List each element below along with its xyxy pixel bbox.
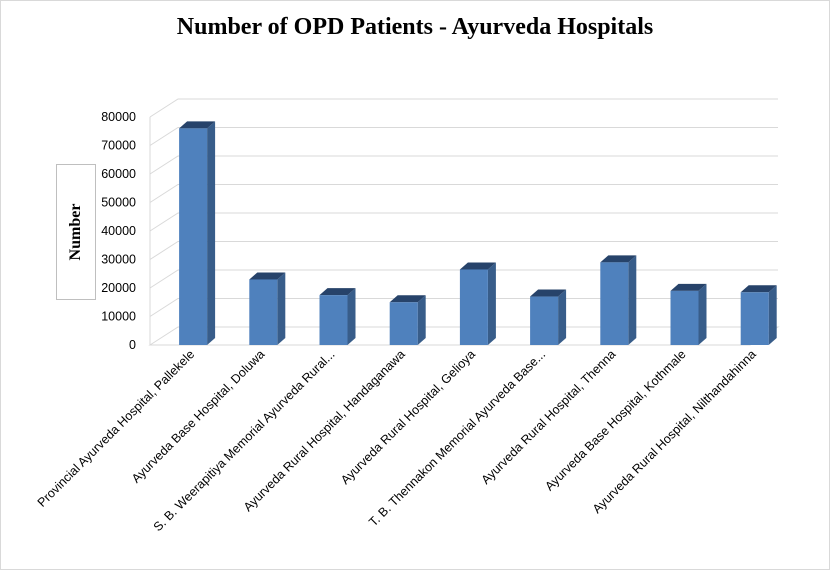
bar xyxy=(600,262,629,345)
y-tick-label: 20000 xyxy=(101,281,136,295)
bar-top xyxy=(600,255,637,263)
bar xyxy=(740,292,769,345)
bar xyxy=(249,279,278,345)
x-tick-label: Ayurveda Rural Hospital, Nilthandahinna xyxy=(590,347,759,516)
gridline xyxy=(149,298,778,317)
x-tick-label: Ayurveda Rural Hospital, Thenna xyxy=(479,347,619,487)
bar xyxy=(459,269,488,345)
gridline xyxy=(149,127,778,146)
x-tick-label: Ayurveda Rural Hospital, Handaganawa xyxy=(241,347,408,514)
gridline xyxy=(149,184,778,203)
y-axis-label-box: Number xyxy=(56,164,96,300)
bar-top xyxy=(319,288,356,296)
bar xyxy=(319,295,348,345)
x-tick-label: Ayurveda Base Hospital, Kothmale xyxy=(542,347,688,493)
bar-top xyxy=(459,262,496,270)
bar-top xyxy=(670,283,707,291)
gridline xyxy=(149,155,778,175)
x-tick-label: Provincial Ayurveda Hospital, Pallekele xyxy=(35,347,198,510)
bar-side xyxy=(347,288,356,345)
bar-side xyxy=(698,283,707,345)
bar-top xyxy=(740,285,777,293)
bar-top xyxy=(249,272,286,280)
bar-side xyxy=(628,255,637,345)
bar-side xyxy=(417,295,426,345)
x-tick-label: Ayurveda Base Hospital, Doluwa xyxy=(129,347,267,485)
x-tick-label: Ayurveda Rural Hospital, Gelioya xyxy=(338,347,478,487)
y-tick-label: 40000 xyxy=(101,224,136,238)
bar-side xyxy=(558,289,567,345)
y-tick-label: 0 xyxy=(129,338,136,352)
chart-title: Number of OPD Patients - Ayurveda Hospit… xyxy=(176,14,654,40)
bar-top xyxy=(389,295,426,303)
bar xyxy=(179,128,208,345)
gridline xyxy=(149,98,778,118)
bar-side xyxy=(768,285,777,345)
bar xyxy=(670,290,699,345)
y-tick-label: 30000 xyxy=(101,253,136,267)
gridline xyxy=(149,269,778,289)
bar-top xyxy=(179,121,216,129)
y-tick-label: 10000 xyxy=(101,310,136,324)
y-tick-label: 60000 xyxy=(101,167,136,181)
bar xyxy=(530,296,559,345)
bar-side xyxy=(487,262,496,345)
y-tick-label: 50000 xyxy=(101,196,136,210)
bar-top xyxy=(530,289,567,297)
bar xyxy=(389,302,418,345)
y-tick-label: 80000 xyxy=(101,110,136,124)
y-tick-label: 70000 xyxy=(101,139,136,153)
gridline xyxy=(149,241,778,260)
gridline xyxy=(149,212,778,232)
bar-side xyxy=(277,272,286,345)
bar-side xyxy=(207,121,216,346)
